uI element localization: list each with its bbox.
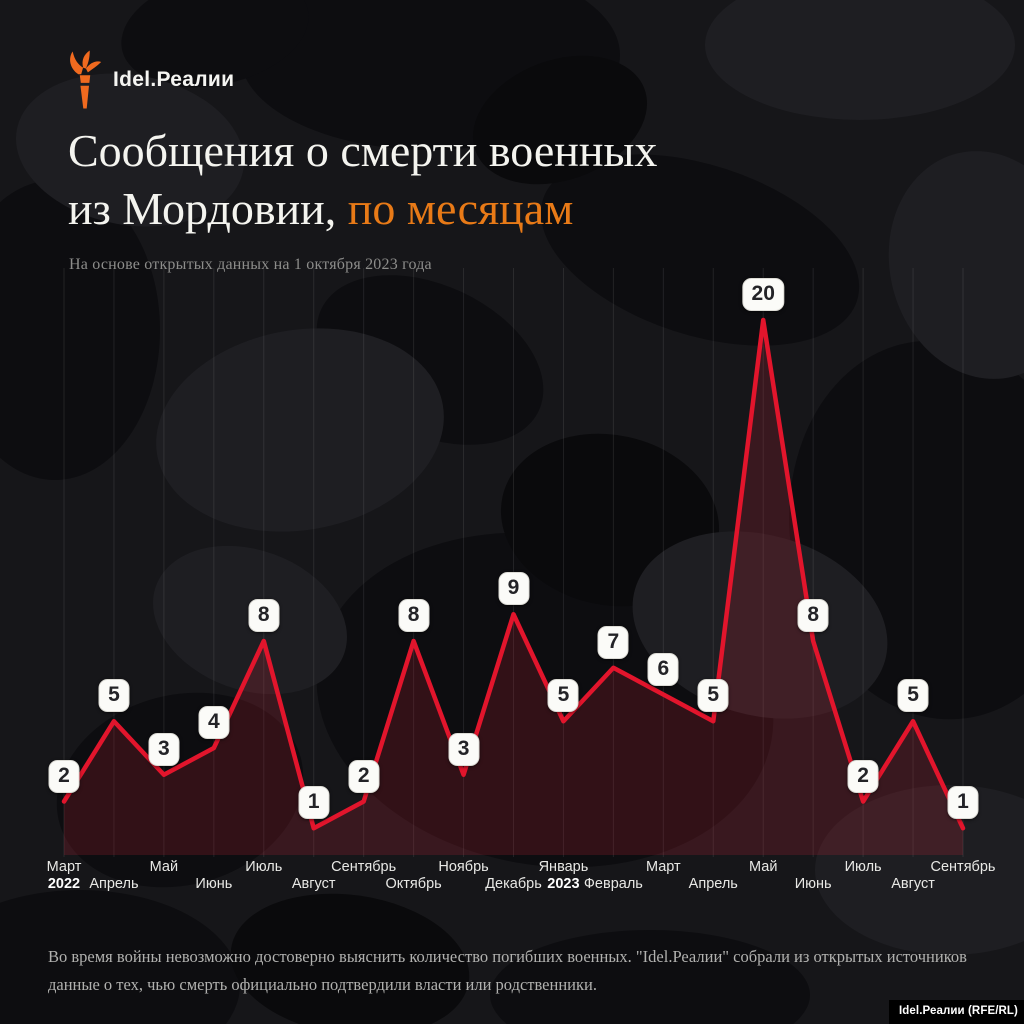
x-axis-label: Февраль — [583, 876, 643, 892]
value-badge: 3 — [148, 732, 180, 766]
x-axis-label: Сентябрь — [331, 859, 397, 875]
data-line — [61, 317, 966, 831]
x-axis-label: Май — [749, 859, 778, 875]
x-axis-label: Август — [891, 876, 935, 892]
x-axis-label: Март — [46, 859, 82, 875]
value-badge: 5 — [547, 679, 579, 713]
x-axis-year: 2022 — [47, 876, 81, 892]
x-axis-label: Июнь — [794, 876, 832, 892]
footnote-line1: Во время войны невозможно достоверно выя… — [48, 947, 967, 966]
value-badge: 1 — [298, 786, 330, 820]
value-badge: 20 — [742, 278, 784, 311]
value-badge: 9 — [498, 572, 529, 606]
x-axis-label: Июль — [844, 859, 882, 875]
x-axis-label: Апрель — [688, 876, 738, 892]
credit-badge: Idel.Реалии (RFE/RL) — [888, 1000, 1024, 1024]
value-badge: 7 — [597, 625, 629, 659]
x-axis-label: Сентябрь — [930, 859, 996, 875]
x-axis-label: Декабрь — [485, 876, 542, 892]
x-axis-label: Апрель — [89, 876, 139, 892]
value-badge: 3 — [448, 732, 480, 766]
area-fill — [64, 320, 963, 855]
value-badge: 1 — [947, 786, 979, 820]
x-axis-label: Ноябрь — [438, 859, 489, 875]
value-badge: 6 — [647, 652, 679, 686]
x-axis-label: Март — [645, 859, 681, 875]
value-badge: 2 — [847, 759, 879, 793]
footnote-line2: данные о тех, чью смерть официально подт… — [48, 974, 597, 994]
x-axis-label: Май — [149, 859, 179, 875]
footnote: Во время войны невозможно достоверно выя… — [48, 943, 988, 998]
value-badge: 4 — [198, 706, 230, 739]
x-axis-label: Январь — [538, 859, 589, 875]
value-badge: 2 — [348, 759, 380, 793]
subtitle: На основе открытых данных на 1 октября 2… — [69, 256, 432, 273]
value-badge: 8 — [797, 599, 829, 632]
logo-wordmark: Idel.Реалии — [113, 68, 235, 91]
value-badge: 5 — [897, 679, 929, 713]
value-badge: 8 — [398, 599, 430, 632]
x-axis-label: Июнь — [195, 876, 233, 892]
title-line1: Сообщения о смерти военных — [68, 125, 658, 176]
value-badge: 2 — [48, 759, 80, 793]
logo: Idel.Реалии — [66, 50, 234, 110]
torch-icon — [66, 50, 104, 110]
value-badge: 5 — [697, 679, 729, 713]
x-axis-label: Июль — [245, 859, 283, 875]
title-line2: из Мордовии, — [68, 183, 348, 234]
page-title: Сообщения о смерти военных из Мордовии, … — [68, 122, 848, 238]
value-badge: 8 — [248, 599, 280, 632]
value-badge: 5 — [98, 679, 130, 713]
x-axis-label: Октябрь — [385, 876, 442, 892]
title-accent: по месяцам — [347, 183, 574, 234]
x-axis-label: Август — [291, 876, 336, 892]
x-axis-year: 2023 — [547, 876, 580, 892]
